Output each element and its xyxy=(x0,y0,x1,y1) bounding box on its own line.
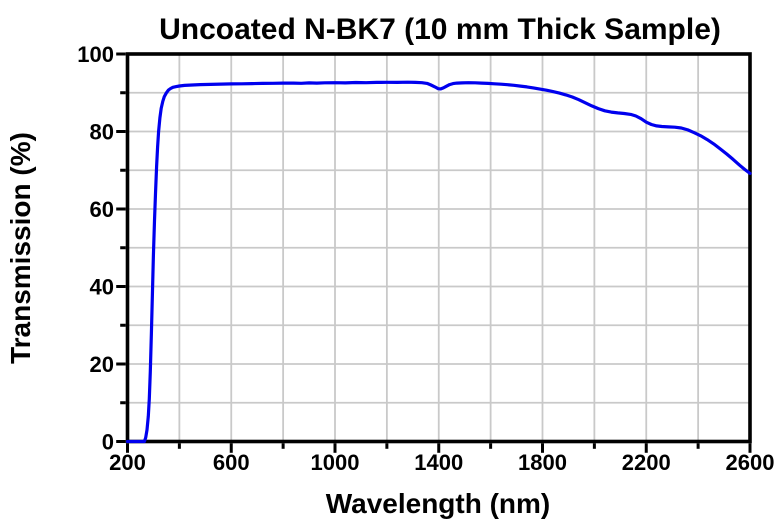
tick-label-layer: 200 600 1000 1400 1800 2200 2600 0 20 40 60 80 100 xyxy=(77,42,774,475)
grid-layer xyxy=(127,54,750,442)
y-tick-label: 0 xyxy=(102,429,114,454)
x-tick-label: 1000 xyxy=(311,450,360,475)
x-tick-label: 1800 xyxy=(518,450,567,475)
y-tick-label: 40 xyxy=(90,274,114,299)
transmission-curve xyxy=(125,80,752,444)
y-axis-label: Transmission (%) xyxy=(5,132,36,364)
x-tick-label: 2600 xyxy=(726,450,775,475)
plot-frame xyxy=(125,52,752,444)
y-tick-label: 100 xyxy=(77,42,114,67)
tick-layer xyxy=(116,52,752,453)
x-axis-label: Wavelength (nm) xyxy=(326,488,551,519)
x-tick-label: 200 xyxy=(109,450,146,475)
x-tick-label: 2200 xyxy=(622,450,671,475)
x-tick-label: 600 xyxy=(213,450,250,475)
chart-title: Uncoated N-BK7 (10 mm Thick Sample) xyxy=(159,13,721,46)
x-tick-label: 1400 xyxy=(414,450,463,475)
y-tick-label: 20 xyxy=(90,352,114,377)
y-tick-label: 80 xyxy=(90,119,114,144)
y-tick-label: 60 xyxy=(90,197,114,222)
